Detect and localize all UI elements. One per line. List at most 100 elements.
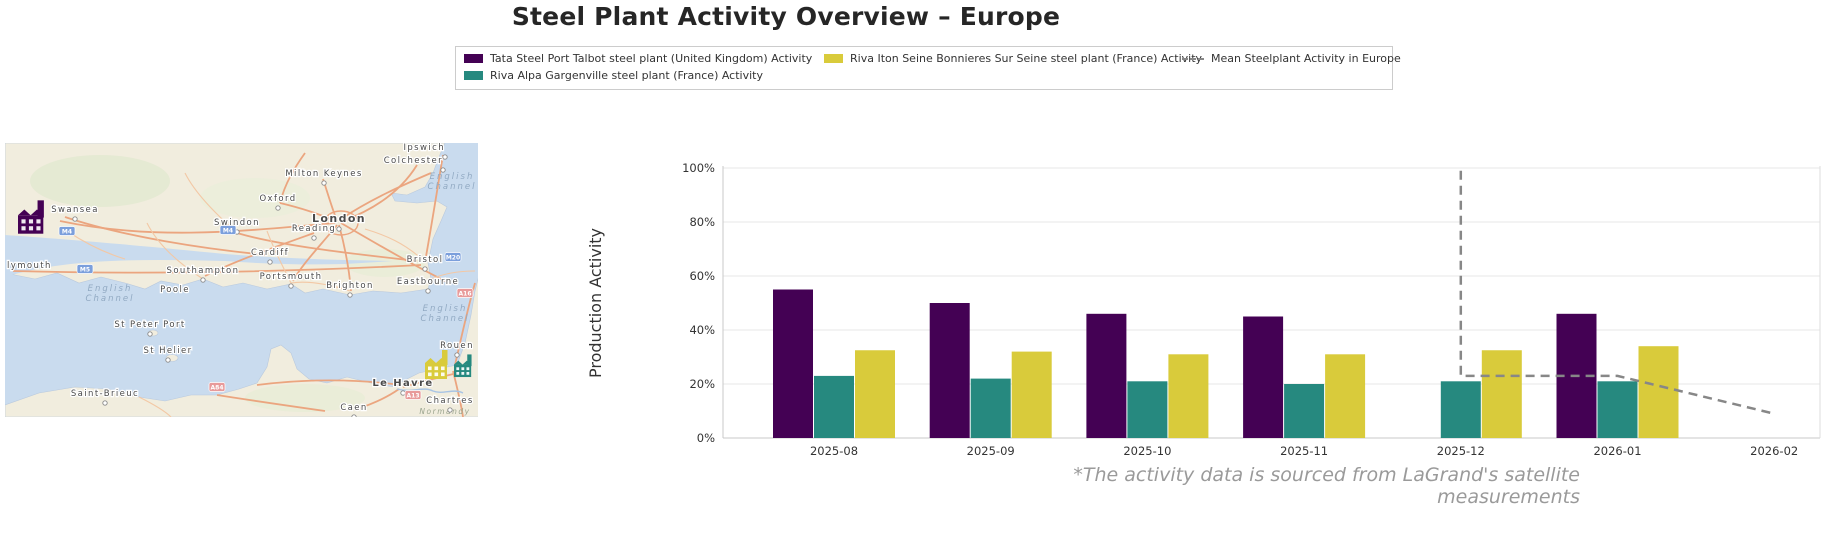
svg-text:2025-09: 2025-09 [967,444,1015,458]
bar-riva-2025-12 [1440,381,1481,438]
legend-swatch-tata [464,54,483,64]
city-dot-swansea [72,216,78,222]
road-shield-m4: M4 [58,226,76,236]
bar-tata-2025-09 [929,303,970,438]
legend-swatch-mean-dashed-line [1182,57,1204,60]
city-dot-brighton [347,292,353,298]
city-label-st-peter-port: St Peter Port [114,320,185,330]
chart-legend: Tata Steel Port Talbot steel plant (Unit… [455,46,1401,90]
city-label-milton-keynes: Milton Keynes [285,169,362,179]
road-shield-a84: A84 [208,382,226,392]
bar-riva-2025-10 [1168,354,1209,438]
mean-activity-line [1459,170,1775,415]
road-shield-a13: A13 [404,390,422,400]
city-dot-cardiff [267,259,273,265]
bar-riva-2025-10 [1127,381,1168,438]
road-shield-a16: A16 [456,288,474,298]
city-label-portsmouth: Portsmouth [260,272,323,282]
svg-text:2025-11: 2025-11 [1280,444,1328,458]
region-label: Normandy [419,407,470,416]
city-dot-saint-brieuc [102,400,108,406]
bar-riva-2025-09 [970,378,1011,438]
city-label-oxford: Oxford [259,194,296,204]
city-label-brighton: Brighton [326,281,374,291]
city-dot-reading [311,235,317,241]
city-label-colchester: Colchester [384,156,443,166]
city-dot-le-havre [400,390,406,396]
svg-text:A84: A84 [211,384,224,391]
legend-swatch-iton [824,54,843,64]
svg-text:M4: M4 [223,227,233,234]
svg-text:20%: 20% [689,377,715,391]
bar-riva-2026-01 [1597,381,1638,438]
bar-riva-2026-01 [1638,346,1679,438]
svg-text:0%: 0% [697,431,715,445]
page-title: Steel Plant Activity Overview – Europe [511,2,1061,31]
sea-label: English Channel [421,304,470,324]
bar-tata-2025-08 [773,289,813,438]
svg-text:M5: M5 [80,266,90,273]
sea-label: English Channel [428,172,477,192]
activity-chart: 0% 20% 40% 60% 80% 100% Production Activity 202… [586,161,1821,458]
legend-label-tata: Tata Steel Port Talbot steel plant (Unit… [490,52,813,65]
bar-riva-2025-11 [1325,354,1366,438]
city-label-lymouth: lymouth [7,261,52,271]
city-label-eastbourne: Eastbourne [397,277,459,287]
legend-item-alpa: Riva Alpa Gargenville steel plant (Franc… [464,68,824,84]
map-canvas: English Channel English Channel English Chann… [4,142,480,420]
road-shield-m5: M5 [76,264,94,274]
svg-text:2025-08: 2025-08 [810,444,858,458]
svg-text:80%: 80% [689,215,715,229]
city-dot-bristol [422,266,428,272]
city-dot-eastbourne [425,288,431,294]
plant-marker-tata-steel-port-talbot-steel-plant [18,200,44,234]
city-label-saint-brieuc: Saint-Brieuc [71,389,139,399]
svg-text:2026-01: 2026-01 [1593,444,1641,458]
bar-riva-2025-12 [1481,350,1522,438]
city-dot-oxford [275,205,281,211]
city-label-caen: Caen [340,403,367,413]
city-label-reading: Reading [292,224,336,234]
legend-label-alpa: Riva Alpa Gargenville steel plant (Franc… [490,68,763,82]
plant-marker-riva-iton-seine-bonnieres-sur-seine-steel-plant [425,350,448,379]
bar-tata-2025-11 [1243,316,1284,438]
bar-riva-2025-08 [855,350,895,438]
map-panel: English Channel English Channel English Chann… [4,142,480,420]
svg-text:60%: 60% [689,269,715,283]
city-label-bristol: Bristol [407,255,444,265]
city-label-poole: Poole [160,285,190,295]
city-dot-milton-keynes [321,180,327,186]
city-label-chartres: Chartres [426,396,474,406]
plant-marker-riva-alpa-gargenville-steel-plant [454,354,472,378]
svg-text:100%: 100% [682,161,715,175]
city-label-london: London [312,212,366,225]
legend-item-iton: Riva Iton Seine Bonnieres Sur Seine stee… [824,51,1202,67]
bar-tata-2025-10 [1086,313,1127,438]
legend-label-mean: Mean Steelplant Activity in Europe [1211,52,1401,65]
city-dot-colchester [440,167,446,173]
city-label-st-helier: St Helier [143,346,192,356]
city-label-southampton: Southampton [167,266,240,276]
city-dot-caen [351,414,357,420]
legend-label-iton: Riva Iton Seine Bonnieres Sur Seine stee… [850,52,1203,65]
city-label-cardiff: Cardiff [251,248,289,258]
legend-item-tata: Tata Steel Port Talbot steel plant (Unit… [464,51,824,67]
city-label-le-havre: Le Havre [372,378,433,389]
city-dot-rouen [454,352,460,358]
legend-swatch-alpa [464,71,483,81]
svg-text:40%: 40% [689,323,715,337]
city-dot-st-peter-port [147,331,153,337]
svg-text:M20: M20 [446,254,460,261]
city-dot-london [336,226,342,232]
bar-riva-2025-08 [814,375,854,438]
legend-item-mean: Mean Steelplant Activity in Europe [1182,51,1401,67]
city-label-ipswich: Ipswich [403,143,445,153]
svg-text:A16: A16 [459,290,472,297]
city-dot-southampton [200,277,206,283]
data-source-footnote: *The activity data is sourced from LaGra… [1073,464,1580,508]
city-dot-st-helier [165,357,171,363]
sea-label: English Channel [86,284,135,304]
city-dot-ipswich [442,154,448,160]
city-dot-chartres [447,407,453,413]
